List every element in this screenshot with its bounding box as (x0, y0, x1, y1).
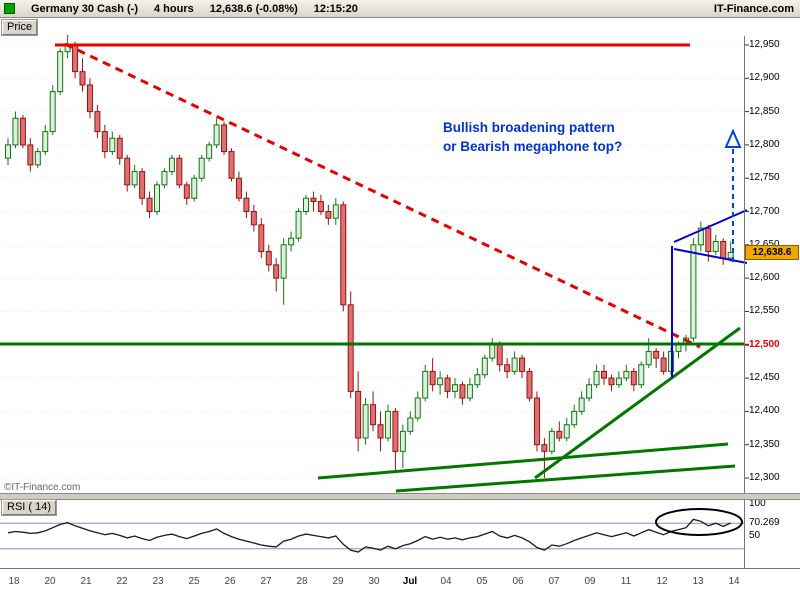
rising-trendline-low (395, 464, 736, 493)
breakout-arrow-head (724, 128, 742, 148)
instrument-marker-icon (4, 3, 15, 14)
analysis-note-line1: Bullish broadening pattern (443, 120, 615, 135)
rsi-line (7, 518, 731, 553)
analysis-note-line2: or Bearish megaphone top? (443, 139, 623, 154)
brand-label: IT-Finance.com (713, 2, 794, 15)
descending-trendline (64, 42, 701, 349)
rsi-plot (0, 508, 744, 553)
rising-trendline-mid (317, 442, 729, 480)
quote-time: 12:15:20 (313, 2, 358, 15)
trendlines (0, 42, 748, 493)
last-price-change: 12,638.6 (-0.08%) (209, 2, 298, 15)
rsi-highlight-ellipse (655, 508, 743, 536)
copyright-label: ©IT-Finance.com (4, 482, 81, 493)
price-panel-tab[interactable]: Price (0, 19, 39, 36)
title-bar: Germany 30 Cash (-) 4 hours 12,638.6 (-0… (0, 0, 800, 18)
current-price-badge: 12,638.6 (745, 245, 799, 260)
megaphone-upper-line (673, 209, 748, 243)
timeframe-label: 4 hours (153, 2, 194, 15)
axes (0, 36, 800, 569)
instrument-name: Germany 30 Cash (-) (31, 2, 138, 15)
panel-splitter[interactable] (0, 493, 800, 500)
analysis-note: Bullish broadening pattern or Bearish me… (443, 118, 622, 156)
rising-trendline-steep (534, 326, 741, 480)
rsi-panel-tab[interactable]: RSI ( 14) (0, 499, 58, 516)
megaphone-lower-line (673, 248, 748, 264)
